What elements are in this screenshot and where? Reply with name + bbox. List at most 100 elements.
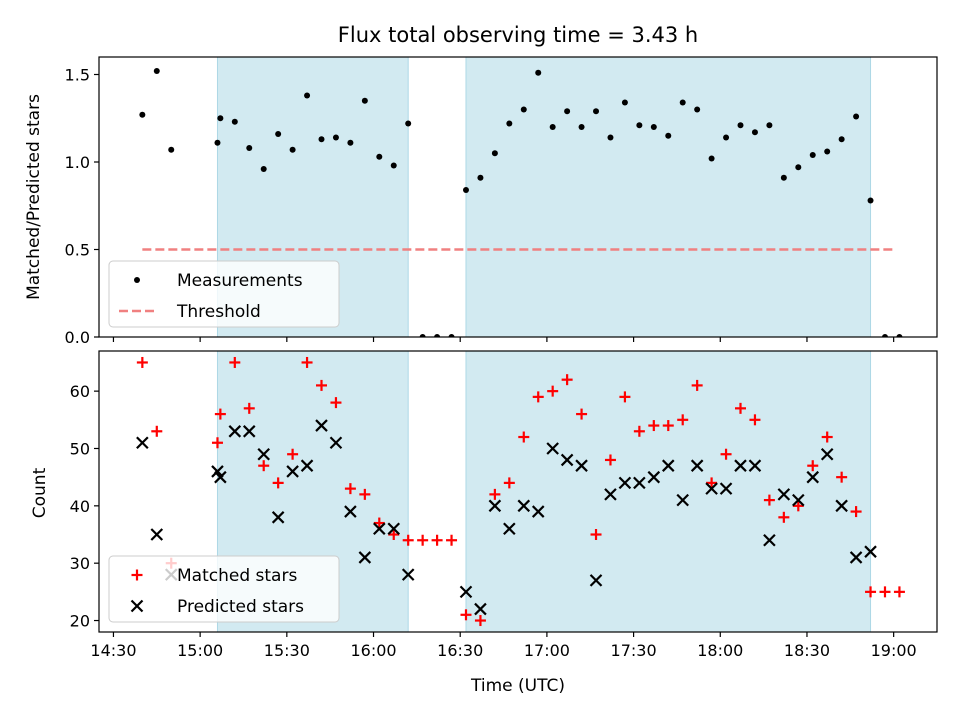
legend-label: Predicted stars — [177, 597, 304, 617]
data-point — [459, 585, 473, 599]
data-point — [835, 499, 848, 513]
data-point — [477, 174, 484, 181]
data-point — [434, 334, 441, 337]
data-point — [748, 459, 762, 472]
data-point — [460, 609, 472, 621]
data-point — [604, 454, 616, 466]
data-point — [619, 391, 631, 403]
data-point — [824, 148, 831, 155]
legend-box — [108, 260, 340, 328]
data-point — [446, 534, 458, 546]
data-point — [258, 460, 270, 472]
y-tick-label: 30 — [70, 554, 90, 573]
data-point — [318, 136, 325, 143]
data-point — [168, 146, 175, 153]
data-point — [778, 511, 790, 523]
data-point — [633, 425, 645, 437]
top-panel: 0.0 0.5 1.0 1.5 Measurements Threshold — [65, 56, 938, 347]
data-point — [737, 122, 744, 129]
data-point — [271, 511, 285, 524]
data-point — [879, 586, 891, 598]
data-point — [316, 379, 328, 391]
legend-plus-swatch — [131, 569, 143, 581]
chart-title: Flux total observing time = 3.43 h — [338, 23, 698, 47]
data-point — [881, 334, 888, 337]
data-point — [865, 586, 877, 598]
x-tick-label: 18:00 — [697, 641, 743, 660]
data-point — [593, 108, 600, 115]
legend-dot-swatch — [134, 277, 140, 283]
bottom-panel: 20 30 40 50 60 14:30 15:00 15:30 16:00 16:30 17:00… — [70, 350, 938, 660]
data-point — [300, 459, 314, 472]
data-point — [315, 419, 328, 432]
data-point — [402, 534, 414, 546]
data-point — [719, 482, 733, 495]
data-point — [850, 506, 862, 518]
data-point — [806, 470, 820, 484]
data-point — [531, 505, 545, 518]
data-point — [417, 534, 429, 546]
data-point — [304, 92, 311, 99]
data-point — [243, 402, 255, 414]
data-point — [211, 437, 223, 449]
data-point — [489, 488, 501, 500]
data-point — [751, 129, 758, 136]
data-point — [705, 482, 718, 495]
data-point — [231, 118, 238, 125]
data-point — [749, 414, 761, 426]
data-point — [151, 425, 163, 437]
legend-label: Threshold — [176, 302, 261, 322]
data-point — [893, 586, 905, 598]
data-point — [431, 534, 443, 546]
data-point — [358, 551, 372, 564]
x-tick-label: 19:00 — [871, 641, 917, 660]
x-tick-label: 15:00 — [177, 641, 223, 660]
data-point — [578, 124, 585, 130]
data-point — [139, 111, 146, 118]
data-point — [661, 459, 675, 472]
data-point — [332, 134, 339, 141]
data-point — [665, 132, 672, 139]
top-y-axis-label: Matched/Predicted stars — [24, 94, 44, 300]
data-point — [607, 134, 614, 141]
data-point — [242, 425, 256, 438]
data-point — [720, 448, 732, 460]
x-tick-label: 16:00 — [350, 641, 396, 660]
data-point — [419, 334, 426, 337]
data-point — [867, 197, 874, 204]
data-point — [618, 476, 632, 490]
data-point — [690, 459, 704, 472]
y-tick-label: 60 — [70, 382, 90, 401]
data-point — [462, 187, 469, 193]
data-point — [836, 471, 848, 483]
y-tick-label: 0.5 — [65, 241, 90, 260]
data-point — [706, 477, 718, 489]
data-point — [694, 106, 701, 113]
data-point — [679, 99, 686, 106]
y-tick-label: 1.5 — [65, 66, 90, 85]
data-point — [359, 488, 371, 500]
data-point — [691, 379, 703, 391]
series-matched-stars — [136, 356, 905, 627]
data-point — [546, 442, 559, 455]
series-predicted-stars — [136, 419, 877, 616]
data-point — [153, 68, 160, 74]
data-point — [150, 528, 164, 541]
data-point — [246, 145, 253, 151]
x-tick-label: 17:00 — [524, 641, 570, 660]
axes-frame — [98, 350, 938, 633]
data-point — [621, 99, 628, 106]
data-point — [820, 447, 834, 461]
data-point — [136, 436, 149, 450]
data-point — [272, 477, 284, 489]
data-point — [792, 500, 804, 512]
legend-label: Matched stars — [177, 566, 297, 586]
data-point — [735, 402, 747, 414]
data-point — [401, 568, 415, 581]
data-point — [517, 499, 531, 513]
top-plot-area — [139, 57, 903, 337]
data-point — [503, 522, 516, 536]
data-point — [491, 150, 498, 157]
axes-frame — [98, 56, 938, 338]
bottom-y-axis-label: Count — [30, 467, 50, 518]
